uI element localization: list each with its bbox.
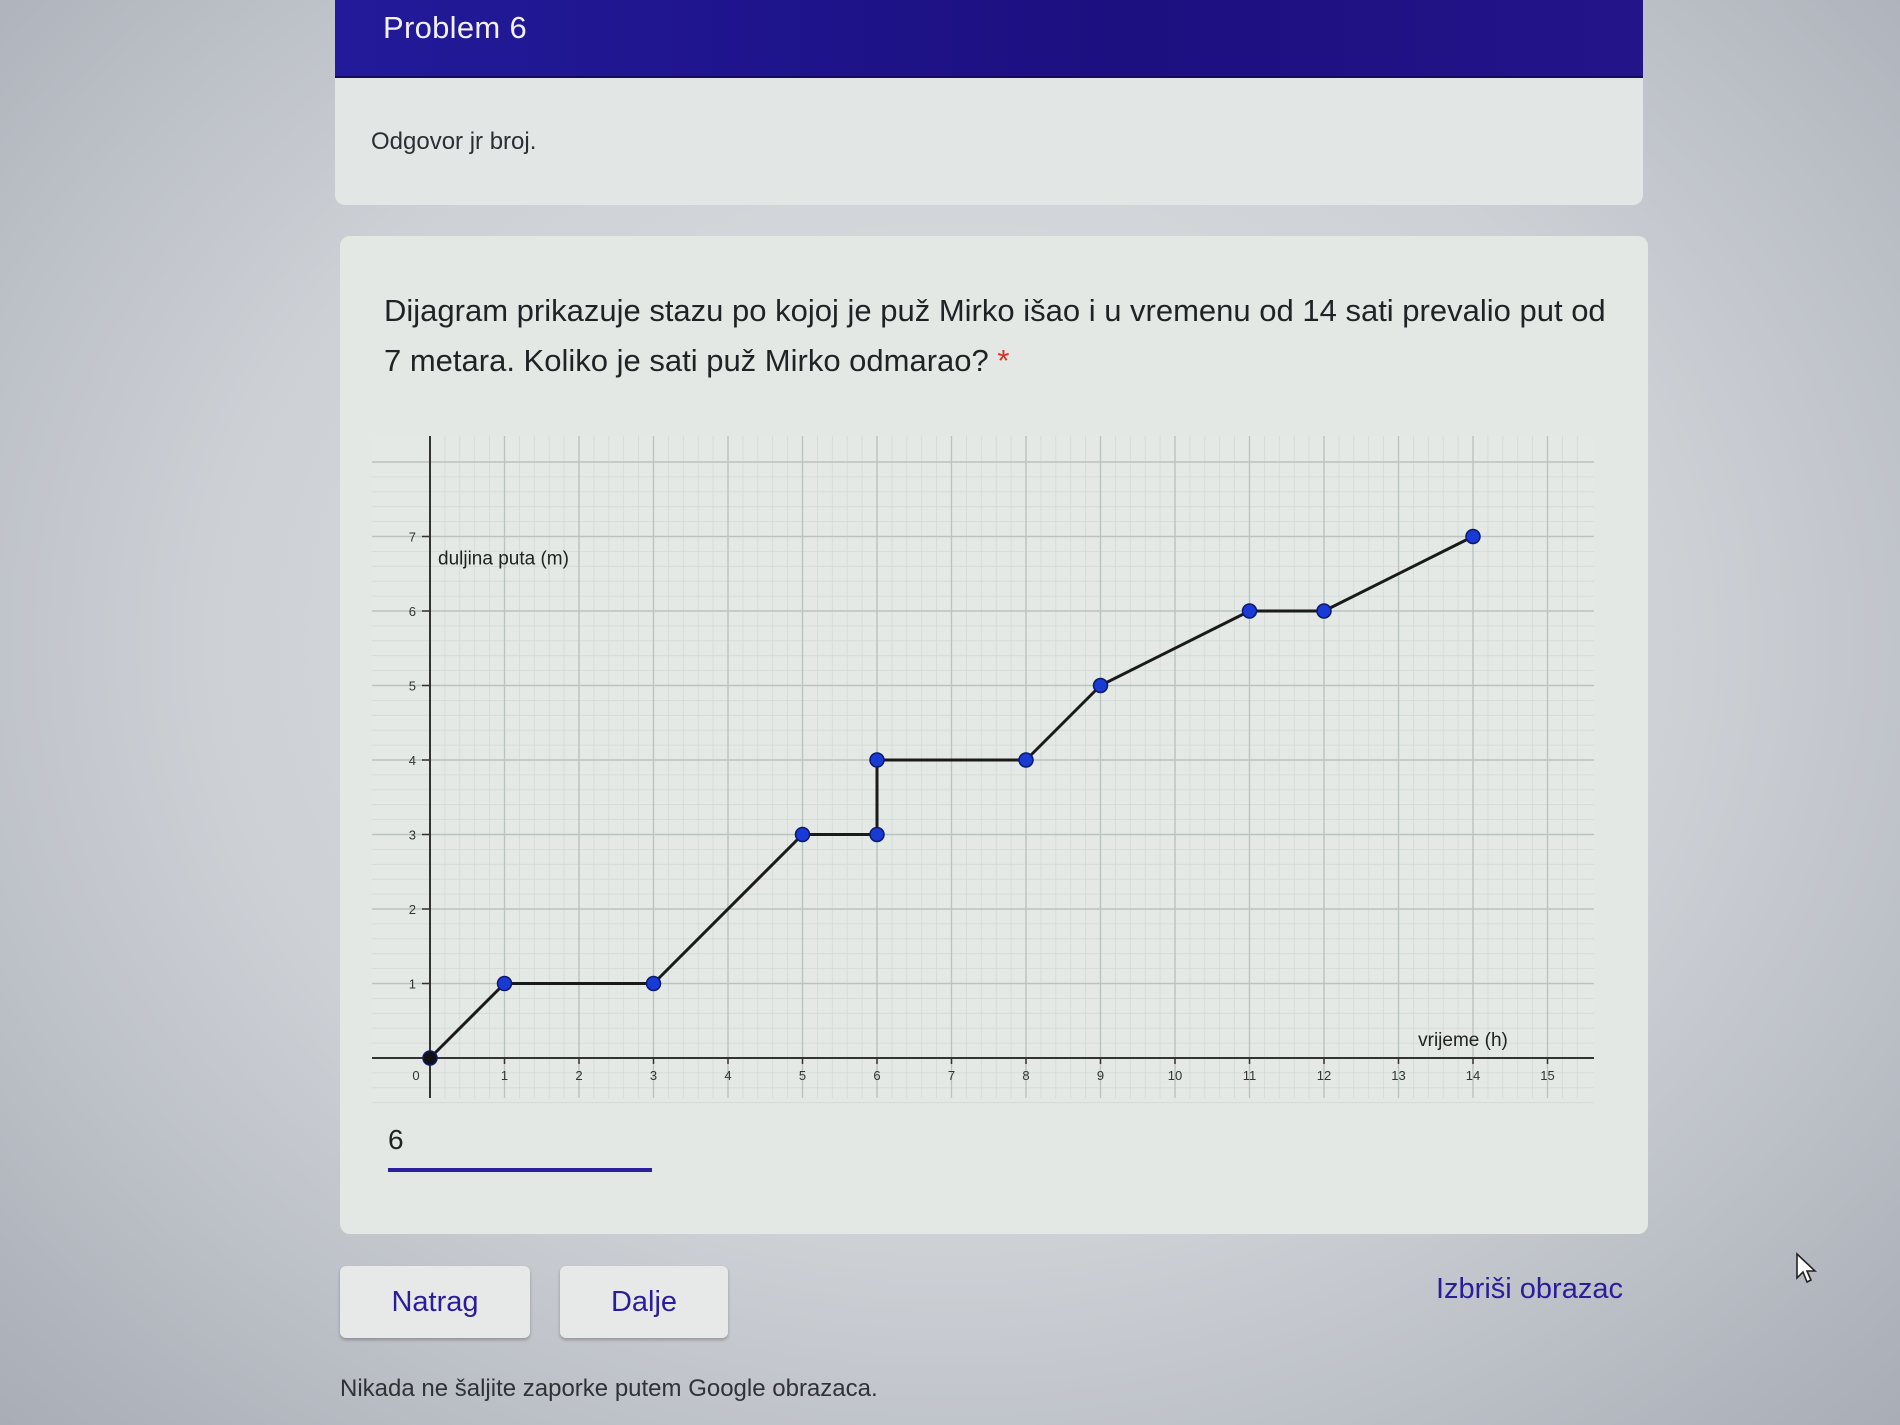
section-title: Problem 6 [383, 10, 527, 45]
data-point [1316, 603, 1332, 619]
answer-input-underline [388, 1168, 652, 1172]
x-tick-label: 7 [948, 1068, 955, 1083]
y-tick-label: 4 [409, 753, 416, 768]
mouse-cursor-icon [1796, 1252, 1817, 1284]
next-button[interactable]: Dalje [560, 1266, 728, 1338]
x-tick-label: 2 [575, 1068, 582, 1083]
data-point [422, 1050, 438, 1066]
section-header-card: Problem 6 Odgovor jr broj. [335, 0, 1643, 205]
question-card: Dijagram prikazuje stazu po kojoj je puž… [340, 236, 1648, 1234]
x-tick-label: 1 [501, 1068, 508, 1083]
x-tick-label: 5 [799, 1068, 806, 1083]
data-point [794, 826, 811, 843]
x-tick-label: 11 [1243, 1068, 1257, 1083]
clear-form-link[interactable]: Izbriši obrazac [1436, 1273, 1623, 1305]
x-tick-label: 10 [1168, 1068, 1182, 1083]
data-point [869, 826, 885, 843]
data-point [1241, 603, 1258, 619]
password-warning-note: Nikada ne šaljite zaporke putem Google o… [340, 1375, 878, 1402]
answer-input[interactable]: 6 [388, 1124, 404, 1155]
y-tick-label: 5 [409, 679, 416, 694]
data-point [496, 975, 513, 992]
x-tick-label: 15 [1540, 1068, 1554, 1083]
y-tick-label: 3 [409, 828, 416, 843]
x-tick-label: 9 [1097, 1068, 1104, 1083]
x-tick-label: 6 [873, 1068, 880, 1083]
data-point [1465, 528, 1481, 545]
required-asterisk: * [997, 343, 1010, 378]
back-button[interactable]: Natrag [340, 1266, 530, 1338]
y-tick-label: 1 [409, 977, 416, 992]
x-axis-label: vrijeme (h) [1418, 1030, 1508, 1051]
y-tick-label: 7 [409, 530, 416, 545]
section-description: Odgovor jr broj. [371, 128, 537, 155]
question-text: Dijagram prikazuje stazu po kojoj je puž… [384, 293, 1606, 378]
x-tick-label: 0 [412, 1068, 419, 1083]
x-tick-label: 12 [1317, 1068, 1331, 1083]
x-tick-label: 8 [1022, 1068, 1029, 1083]
y-tick-label: 6 [409, 604, 416, 619]
x-tick-label: 4 [724, 1068, 731, 1083]
data-point [1092, 677, 1109, 694]
y-tick-label: 2 [409, 902, 416, 917]
x-tick-label: 14 [1466, 1068, 1480, 1083]
chart-plot-area [372, 436, 1594, 1098]
data-point [869, 752, 885, 768]
data-point [645, 975, 662, 992]
data-point [1018, 752, 1034, 768]
x-tick-label: 3 [650, 1068, 657, 1083]
section-header-band [335, 0, 1643, 78]
question-text-block: Dijagram prikazuje stazu po kojoj je puž… [384, 286, 1624, 386]
y-axis-label: duljina puta (m) [438, 549, 569, 570]
x-tick-label: 13 [1391, 1068, 1405, 1083]
